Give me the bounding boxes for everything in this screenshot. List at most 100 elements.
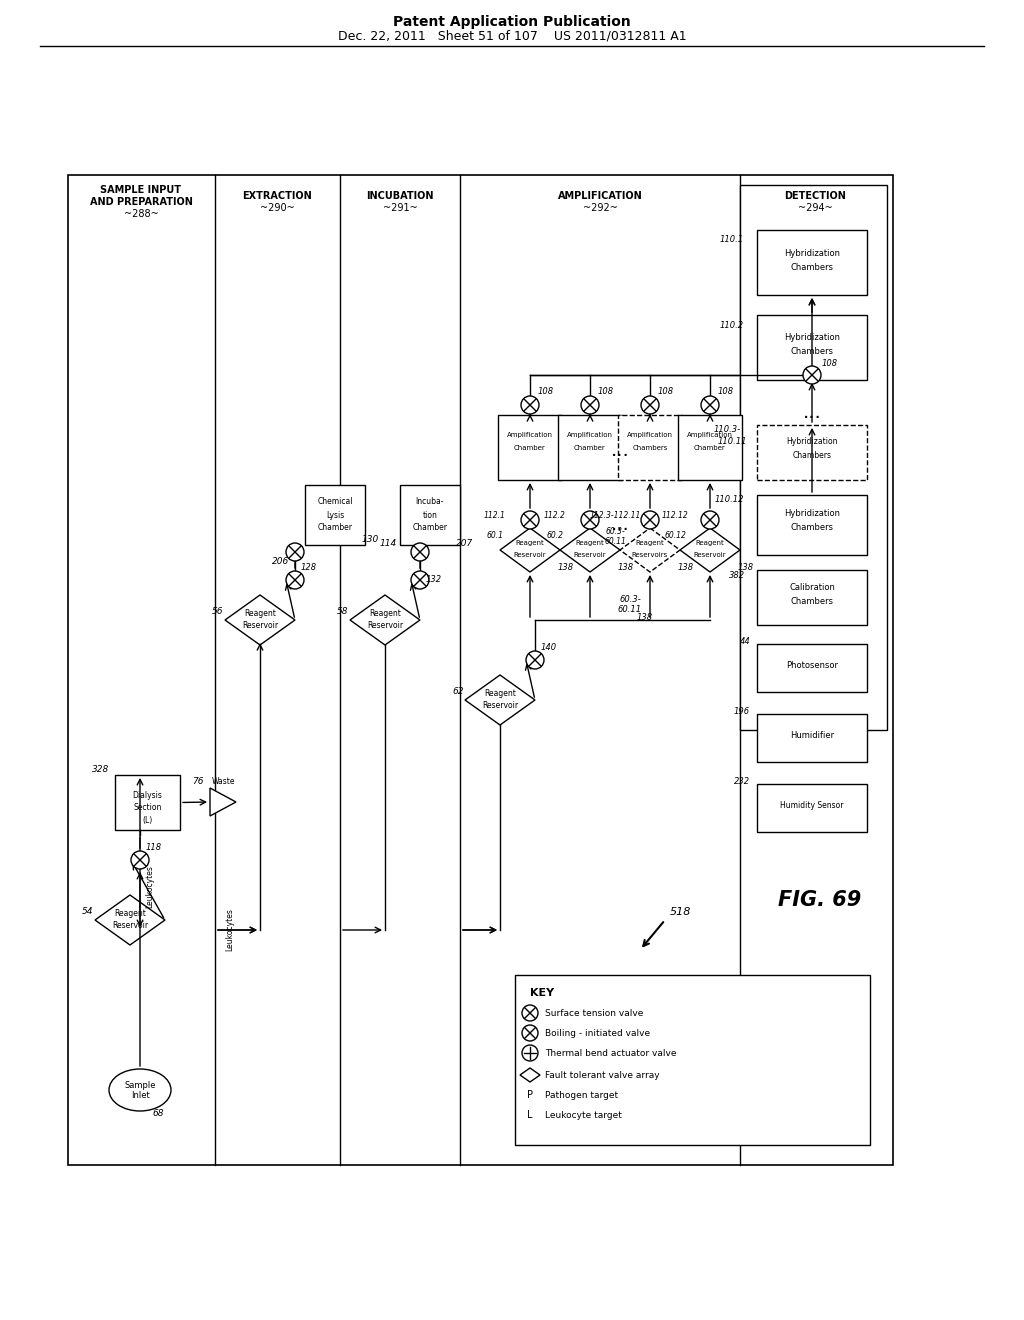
Text: ~292~: ~292~ [583, 203, 617, 213]
Bar [757, 495, 867, 554]
Text: 128: 128 [301, 564, 317, 573]
Bar [757, 784, 867, 832]
Text: Chambers: Chambers [791, 523, 834, 532]
Polygon shape [560, 528, 620, 572]
Text: 112.3-112.11: 112.3-112.11 [590, 511, 641, 520]
Text: Chambers: Chambers [791, 597, 834, 606]
Text: Reservoir: Reservoir [242, 622, 279, 631]
Text: 108: 108 [822, 359, 838, 367]
Text: Surface tension valve: Surface tension valve [545, 1008, 643, 1018]
Circle shape [522, 1026, 538, 1041]
Text: 60.11: 60.11 [617, 606, 642, 615]
Text: 138: 138 [738, 564, 754, 573]
Text: 206: 206 [272, 557, 290, 566]
Text: Chamber: Chamber [574, 445, 606, 451]
Text: Hybridization: Hybridization [784, 248, 840, 257]
Text: 114: 114 [379, 539, 396, 548]
Text: 110.2: 110.2 [720, 321, 744, 330]
Text: ~290~: ~290~ [260, 203, 294, 213]
Text: Sample: Sample [124, 1081, 156, 1089]
Text: Hybridization: Hybridization [784, 508, 840, 517]
Polygon shape [520, 1068, 540, 1082]
Ellipse shape [109, 1069, 171, 1111]
Text: P: P [527, 1090, 534, 1100]
Text: 110.12: 110.12 [715, 495, 743, 503]
Text: tion: tion [423, 511, 437, 520]
Text: L: L [527, 1110, 532, 1119]
Text: 60.12: 60.12 [664, 532, 686, 540]
Text: Reagent: Reagent [484, 689, 516, 698]
Text: Fault tolerant valve array: Fault tolerant valve array [545, 1071, 659, 1080]
Text: ~291~: ~291~ [383, 203, 418, 213]
Polygon shape [620, 528, 680, 572]
Text: Reservoir: Reservoir [367, 622, 403, 631]
Text: Chemical: Chemical [317, 498, 352, 507]
Circle shape [286, 572, 304, 589]
Text: 60.2: 60.2 [547, 532, 563, 540]
Text: Chamber: Chamber [694, 445, 726, 451]
Text: 138: 138 [678, 564, 694, 573]
Text: ...: ... [610, 516, 630, 535]
Text: 118: 118 [146, 843, 162, 853]
Text: Humidifier: Humidifier [790, 730, 835, 739]
Text: 112.1: 112.1 [484, 511, 506, 520]
Text: Dec. 22, 2011   Sheet 51 of 107    US 2011/0312811 A1: Dec. 22, 2011 Sheet 51 of 107 US 2011/03… [338, 29, 686, 42]
Circle shape [521, 511, 539, 529]
Bar [757, 570, 867, 624]
Text: INCUBATION: INCUBATION [367, 191, 434, 201]
Text: Chamber: Chamber [413, 524, 447, 532]
Text: 76: 76 [193, 777, 204, 787]
Text: Reagent: Reagent [636, 540, 665, 546]
Polygon shape [350, 595, 420, 645]
Text: Dialysis: Dialysis [132, 791, 163, 800]
Text: 62: 62 [453, 688, 464, 697]
Bar [115, 775, 180, 830]
Text: Humidity Sensor: Humidity Sensor [780, 800, 844, 809]
Text: Amplification: Amplification [627, 432, 673, 438]
Text: Reagent: Reagent [695, 540, 724, 546]
Bar [400, 484, 460, 545]
Text: 60.11: 60.11 [604, 537, 626, 546]
Text: 60.3-: 60.3- [620, 595, 641, 605]
Text: Hybridization: Hybridization [786, 437, 838, 446]
Bar [618, 414, 682, 480]
Text: (L): (L) [142, 816, 153, 825]
Text: 58: 58 [337, 607, 349, 616]
Polygon shape [95, 895, 165, 945]
Text: 138: 138 [637, 614, 653, 623]
Text: Reservoir: Reservoir [514, 552, 547, 558]
Circle shape [581, 396, 599, 414]
Polygon shape [225, 595, 295, 645]
Text: Chambers: Chambers [791, 347, 834, 356]
Text: 68: 68 [153, 1110, 164, 1118]
Text: 108: 108 [598, 387, 614, 396]
Circle shape [701, 511, 719, 529]
Text: Pathogen target: Pathogen target [545, 1090, 618, 1100]
Text: Patent Application Publication: Patent Application Publication [393, 15, 631, 29]
Text: Photosensor: Photosensor [786, 660, 838, 669]
Text: 108: 108 [538, 387, 554, 396]
Text: Lysis: Lysis [326, 511, 344, 520]
Text: Reservoir: Reservoir [482, 701, 518, 710]
Text: 132: 132 [426, 576, 442, 585]
Bar [757, 315, 867, 380]
Text: Section: Section [133, 804, 162, 813]
Circle shape [521, 396, 539, 414]
Text: FIG. 69: FIG. 69 [778, 890, 861, 909]
Circle shape [286, 543, 304, 561]
Text: 518: 518 [670, 907, 690, 917]
Bar [678, 414, 742, 480]
Bar [498, 414, 562, 480]
Text: Amplification: Amplification [507, 432, 553, 438]
Polygon shape [210, 788, 236, 816]
Bar [68, 176, 893, 1166]
Text: Reservoir: Reservoir [693, 552, 726, 558]
Text: 196: 196 [734, 708, 750, 717]
Text: AMPLIFICATION: AMPLIFICATION [558, 191, 642, 201]
Text: 328: 328 [92, 766, 110, 775]
Bar [558, 414, 622, 480]
Text: Thermal bend actuator valve: Thermal bend actuator valve [545, 1048, 677, 1057]
Polygon shape [465, 675, 535, 725]
Text: Reagent: Reagent [516, 540, 545, 546]
Text: Hybridization: Hybridization [784, 334, 840, 342]
